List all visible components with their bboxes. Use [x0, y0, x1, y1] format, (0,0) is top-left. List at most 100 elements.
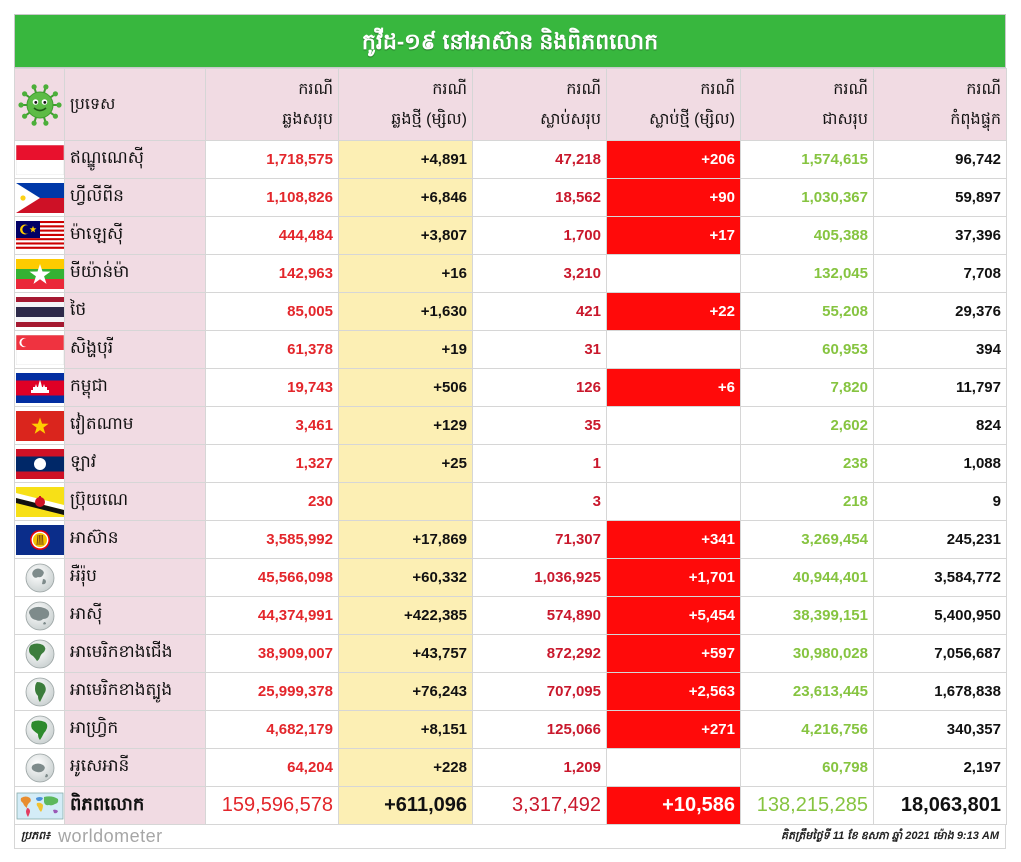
table-row: ថៃ 85,005 +1,630 421 +22 55,208 29,376 — [14, 292, 1007, 331]
philippines-flag-icon — [14, 178, 65, 217]
oceania-globe-icon — [14, 748, 65, 787]
table-row: វៀតណាម 3,461 +129 35 2,602 824 — [14, 406, 1007, 445]
laos-flag-icon — [14, 444, 65, 483]
active-cases-cell: 29,376 — [873, 292, 1007, 331]
world-total-row: ពិភពលោក 159,596,578 +611,096 3,317,492 +10,5… — [14, 786, 1007, 825]
new-deaths-cell: +2,563 — [606, 672, 741, 711]
header-line-1: ករណី — [700, 80, 735, 98]
new-cases-cell: +4,891 — [338, 140, 473, 179]
table-row: ហ្វីលីពីន 1,108,826 +6,846 18,562 +90 1,030,3… — [14, 178, 1007, 217]
country-name: អាស៊ី — [64, 596, 206, 635]
new-cases-cell: +19 — [338, 330, 473, 369]
new-deaths-cell — [606, 254, 741, 293]
active-cases-cell: 2,197 — [873, 748, 1007, 787]
table-row: ប្រ៊ុយណេ 230 3 218 9 — [14, 482, 1007, 521]
country-name: ហ្វីលីពីន — [64, 178, 206, 217]
country-name: អាមេរិកខាងជើង — [64, 634, 206, 673]
recovered-cell: 2,602 — [740, 406, 874, 445]
country-name: សិង្ហបុរី — [64, 330, 206, 369]
new-deaths-cell: +10,586 — [606, 786, 741, 825]
total-cases-cell: 444,484 — [205, 216, 339, 255]
active-cases-cell: 1,678,838 — [873, 672, 1007, 711]
country-name: ពិភពលោក — [64, 786, 206, 825]
total-cases-cell: 230 — [205, 482, 339, 521]
total-cases-cell: 61,378 — [205, 330, 339, 369]
thailand-flag-icon — [14, 292, 65, 331]
header-line-2: ឆ្លងសរុប — [282, 110, 333, 128]
table-row: អាស៊ាន 3,585,992 +17,869 71,307 +341 3,269,45… — [14, 520, 1007, 559]
recovered-cell: 1,030,367 — [740, 178, 874, 217]
new-deaths-cell: +597 — [606, 634, 741, 673]
new-deaths-cell — [606, 482, 741, 521]
active-cases-cell: 59,897 — [873, 178, 1007, 217]
total-cases-cell: 38,909,007 — [205, 634, 339, 673]
country-name: ឥណ្ឌូណេស៊ី — [64, 140, 206, 179]
recovered-cell: 218 — [740, 482, 874, 521]
recovered-cell: 30,980,028 — [740, 634, 874, 673]
country-name: ប្រ៊ុយណេ — [64, 482, 206, 521]
header-line-2: ជាសរុប — [822, 110, 868, 128]
active-cases-cell: 7,708 — [873, 254, 1007, 293]
recovered-cell: 40,944,401 — [740, 558, 874, 597]
country-name: មីយ៉ាន់ម៉ា — [64, 254, 206, 293]
total-cases-cell: 44,374,991 — [205, 596, 339, 635]
recovered-cell: 7,820 — [740, 368, 874, 407]
new-deaths-cell: +1,701 — [606, 558, 741, 597]
new-cases-cell: +25 — [338, 444, 473, 483]
new-cases-cell: +16 — [338, 254, 473, 293]
new-deaths-cell: +271 — [606, 710, 741, 749]
recovered-cell: 38,399,151 — [740, 596, 874, 635]
recovered-cell: 60,798 — [740, 748, 874, 787]
total-deaths-cell: 1 — [472, 444, 607, 483]
worldometer-logo: worldometer — [58, 826, 163, 846]
total-cases-cell: 1,108,826 — [205, 178, 339, 217]
new-deaths-cell: +5,454 — [606, 596, 741, 635]
total-cases-cell: 19,743 — [205, 368, 339, 407]
new-deaths-header: ករណី ស្លាប់ថ្មី (ម្សិល) — [606, 68, 741, 141]
country-name: វៀតណាម — [64, 406, 206, 445]
total-deaths-cell: 707,095 — [472, 672, 607, 711]
africa-globe-icon — [14, 710, 65, 749]
active-cases-cell: 18,063,801 — [873, 786, 1007, 825]
total-deaths-cell: 1,036,925 — [472, 558, 607, 597]
table-row: សិង្ហបុរី 61,378 +19 31 60,953 394 — [14, 330, 1007, 369]
total-cases-cell: 159,596,578 — [205, 786, 339, 825]
header-line-2: កំពុងផ្ទុក — [950, 110, 1001, 128]
total-deaths-cell: 31 — [472, 330, 607, 369]
new-cases-cell — [338, 482, 473, 521]
total-cases-cell: 85,005 — [205, 292, 339, 331]
table-row: មីយ៉ាន់ម៉ា 142,963 +16 3,210 132,045 7,708 — [14, 254, 1007, 293]
total-deaths-cell: 71,307 — [472, 520, 607, 559]
total-deaths-cell: 3 — [472, 482, 607, 521]
singapore-flag-icon — [14, 330, 65, 369]
recovered-cell: 23,613,445 — [740, 672, 874, 711]
total-deaths-cell: 47,218 — [472, 140, 607, 179]
new-cases-header: ករណី ឆ្លងថ្មី (ម្សិល) — [338, 68, 473, 141]
new-deaths-cell — [606, 406, 741, 445]
total-cases-cell: 25,999,378 — [205, 672, 339, 711]
recovered-cell: 238 — [740, 444, 874, 483]
active-cases-cell: 394 — [873, 330, 1007, 369]
europe-globe-icon — [14, 558, 65, 597]
footer: ប្រភព៖ worldometer គិតត្រឹមថ្ងៃទី 11 ខែ … — [14, 825, 1006, 849]
recovered-cell: 138,215,285 — [740, 786, 874, 825]
active-cases-cell: 5,400,950 — [873, 596, 1007, 635]
new-deaths-cell: +90 — [606, 178, 741, 217]
new-cases-cell: +3,807 — [338, 216, 473, 255]
new-cases-cell: +43,757 — [338, 634, 473, 673]
new-deaths-cell — [606, 748, 741, 787]
country-name: អូសេអានី — [64, 748, 206, 787]
new-cases-cell: +422,385 — [338, 596, 473, 635]
total-cases-cell: 4,682,179 — [205, 710, 339, 749]
table-row: អូសេអានី 64,204 +228 1,209 60,798 2,197 — [14, 748, 1007, 787]
malaysia-flag-icon — [14, 216, 65, 255]
covid-stats-table: ប្រទេស ករណី ឆ្លងសរុប ករណី ឆ្លងថ្មី (ម្សិល)… — [14, 68, 1007, 825]
header-line-1: ករណី — [432, 80, 467, 98]
header-line-2: ស្លាប់សរុប — [540, 110, 601, 128]
country-name: អាមេរិកខាងត្បូង — [64, 672, 206, 711]
table-row: ឡាវ 1,327 +25 1 238 1,088 — [14, 444, 1007, 483]
total-deaths-cell: 35 — [472, 406, 607, 445]
total-cases-cell: 142,963 — [205, 254, 339, 293]
new-deaths-cell: +341 — [606, 520, 741, 559]
total-cases-cell: 1,327 — [205, 444, 339, 483]
